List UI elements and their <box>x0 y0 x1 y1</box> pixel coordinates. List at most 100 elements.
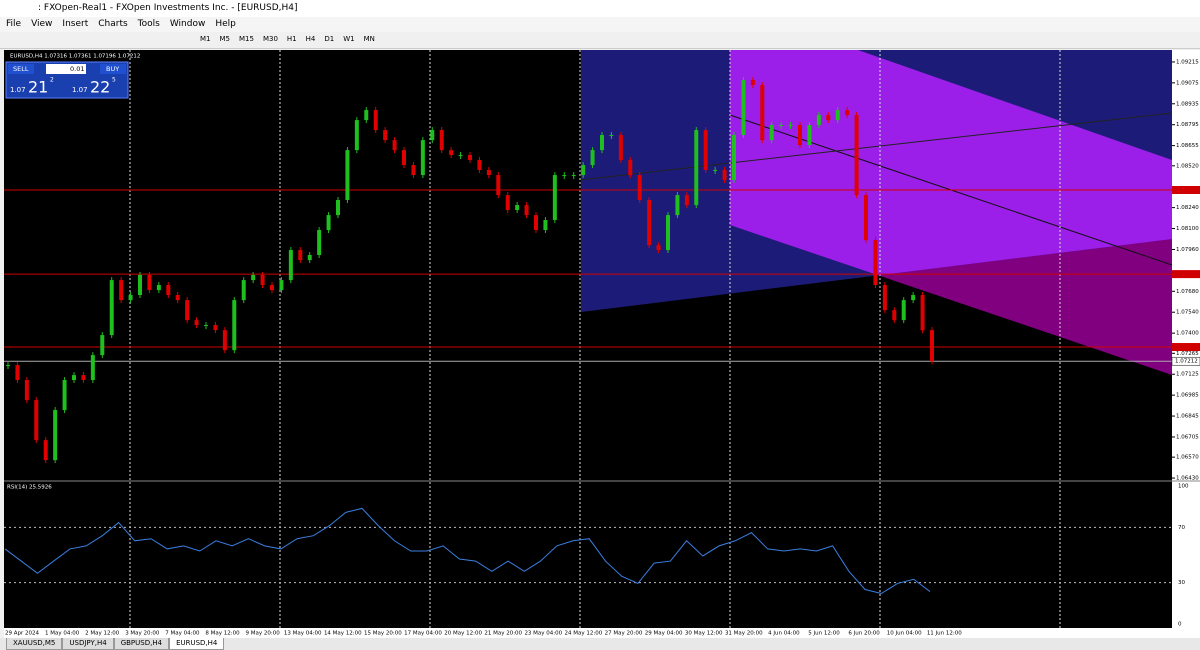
candle <box>166 285 171 296</box>
candle <box>571 175 576 177</box>
rsi-tick-label: 100 <box>1178 484 1189 490</box>
timeframe-button[interactable]: M1 <box>200 35 211 43</box>
candle <box>53 410 58 461</box>
menu-item[interactable]: Charts <box>98 19 128 29</box>
candle <box>251 275 256 281</box>
y-tick-label: 1.06570 <box>1176 455 1199 461</box>
timeframe-button[interactable]: W1 <box>343 35 355 43</box>
candle <box>618 135 623 160</box>
candle <box>449 150 454 156</box>
candle <box>816 114 821 126</box>
candle <box>873 240 878 286</box>
bid-frac: 2 <box>50 77 54 84</box>
timeframe-button[interactable]: MN <box>363 35 375 43</box>
x-tick-label: 13 May 04:00 <box>284 631 322 637</box>
candle <box>90 355 95 381</box>
y-tick-label: 1.06705 <box>1176 434 1199 440</box>
y-tick-label: 1.08520 <box>1176 163 1199 169</box>
y-tick-label: 1.07265 <box>1176 351 1199 357</box>
candle <box>628 159 633 176</box>
menu-item[interactable]: Insert <box>62 19 89 29</box>
menu-item[interactable]: Window <box>169 19 206 29</box>
buy-button <box>100 64 126 74</box>
ask-frac: 5 <box>112 77 116 84</box>
rsi-tick-label: 70 <box>1178 525 1185 531</box>
candle <box>581 165 586 176</box>
window-title: : FXOpen-Real1 - FXOpen Investments Inc.… <box>38 3 298 13</box>
candle <box>185 300 190 321</box>
chart-tab[interactable]: XAUUSD,M5 <box>6 638 63 650</box>
candle <box>458 155 463 157</box>
y-tick-label: 1.06845 <box>1176 414 1199 420</box>
chart-window: 1.09215 1.09075 1.08935 1.08795 1.08655 1.085… <box>4 50 1200 638</box>
candle <box>72 375 76 381</box>
y-tick-label: 1.06985 <box>1176 393 1199 399</box>
candle <box>920 295 925 331</box>
candle <box>930 330 934 362</box>
candle <box>175 295 180 301</box>
candle <box>364 110 369 121</box>
candle <box>647 200 652 246</box>
candle <box>543 220 548 231</box>
candle <box>147 275 152 291</box>
candle <box>845 110 850 115</box>
candle <box>901 300 906 321</box>
x-tick-label: 2 May 12:00 <box>85 631 120 637</box>
y-tick-label: 1.09075 <box>1176 80 1199 86</box>
menu-item[interactable]: Help <box>215 19 236 29</box>
candle <box>684 195 689 206</box>
candle <box>204 325 208 327</box>
y-tick-label: 1.09215 <box>1176 59 1199 65</box>
candle <box>298 250 303 261</box>
y-tick-label: 1.08655 <box>1176 143 1199 149</box>
x-tick-label: 29 May 04:00 <box>645 631 683 637</box>
candle <box>119 280 124 301</box>
x-tick-label: 17 May 04:00 <box>404 631 442 637</box>
timeframe-button[interactable]: D1 <box>324 35 335 43</box>
bid-pips: 21 <box>28 78 48 97</box>
y-tick-label: 1.07960 <box>1176 247 1199 253</box>
x-tick-label: 5 Jun 12:00 <box>808 631 840 637</box>
timeframe-button[interactable]: M15 <box>239 35 254 43</box>
candle <box>128 295 133 301</box>
candle <box>24 380 29 401</box>
ask-big: 1.07 <box>72 86 88 94</box>
x-tick-label: 23 May 04:00 <box>524 631 562 637</box>
candle <box>109 280 114 336</box>
candle <box>779 125 784 127</box>
candle <box>373 110 378 131</box>
candle <box>383 130 388 141</box>
rsi-tick-label: 30 <box>1178 580 1185 586</box>
candle <box>34 400 39 441</box>
candle <box>590 150 595 166</box>
line-price-box <box>1172 343 1200 352</box>
price-axis <box>1172 50 1200 628</box>
lot-box <box>46 64 86 74</box>
y-tick-label: 1.08240 <box>1176 205 1199 211</box>
candle <box>100 335 105 356</box>
x-tick-label: 4 Jun 04:00 <box>768 631 800 637</box>
candle <box>864 195 868 241</box>
chart-tab[interactable]: USDJPY,H4 <box>62 638 114 650</box>
x-tick-label: 20 May 12:00 <box>444 631 482 637</box>
candle <box>854 114 859 196</box>
candle <box>666 215 670 251</box>
candle <box>760 84 765 141</box>
menu-item[interactable]: View <box>31 19 53 29</box>
timeframe-button[interactable]: M30 <box>262 35 278 43</box>
candle <box>741 80 746 136</box>
timeframe-button[interactable]: M5 <box>219 35 231 43</box>
candle <box>194 320 199 326</box>
candle <box>713 169 718 171</box>
menu-item[interactable]: Tools <box>137 19 160 29</box>
candle <box>562 175 567 177</box>
buy-label: BUY <box>106 65 119 73</box>
chart-tab[interactable]: EURUSD,H4 <box>169 638 225 650</box>
timeframe-button[interactable]: H1 <box>286 35 297 43</box>
chart-tab[interactable]: GBPUSD,H4 <box>113 638 170 650</box>
title-bar: : FXOpen-Real1 - FXOpen Investments Inc.… <box>0 0 1200 17</box>
timeframe-button[interactable]: H4 <box>305 35 316 43</box>
menu-item[interactable]: File <box>6 19 22 29</box>
candle <box>911 295 916 301</box>
candle <box>826 114 831 121</box>
